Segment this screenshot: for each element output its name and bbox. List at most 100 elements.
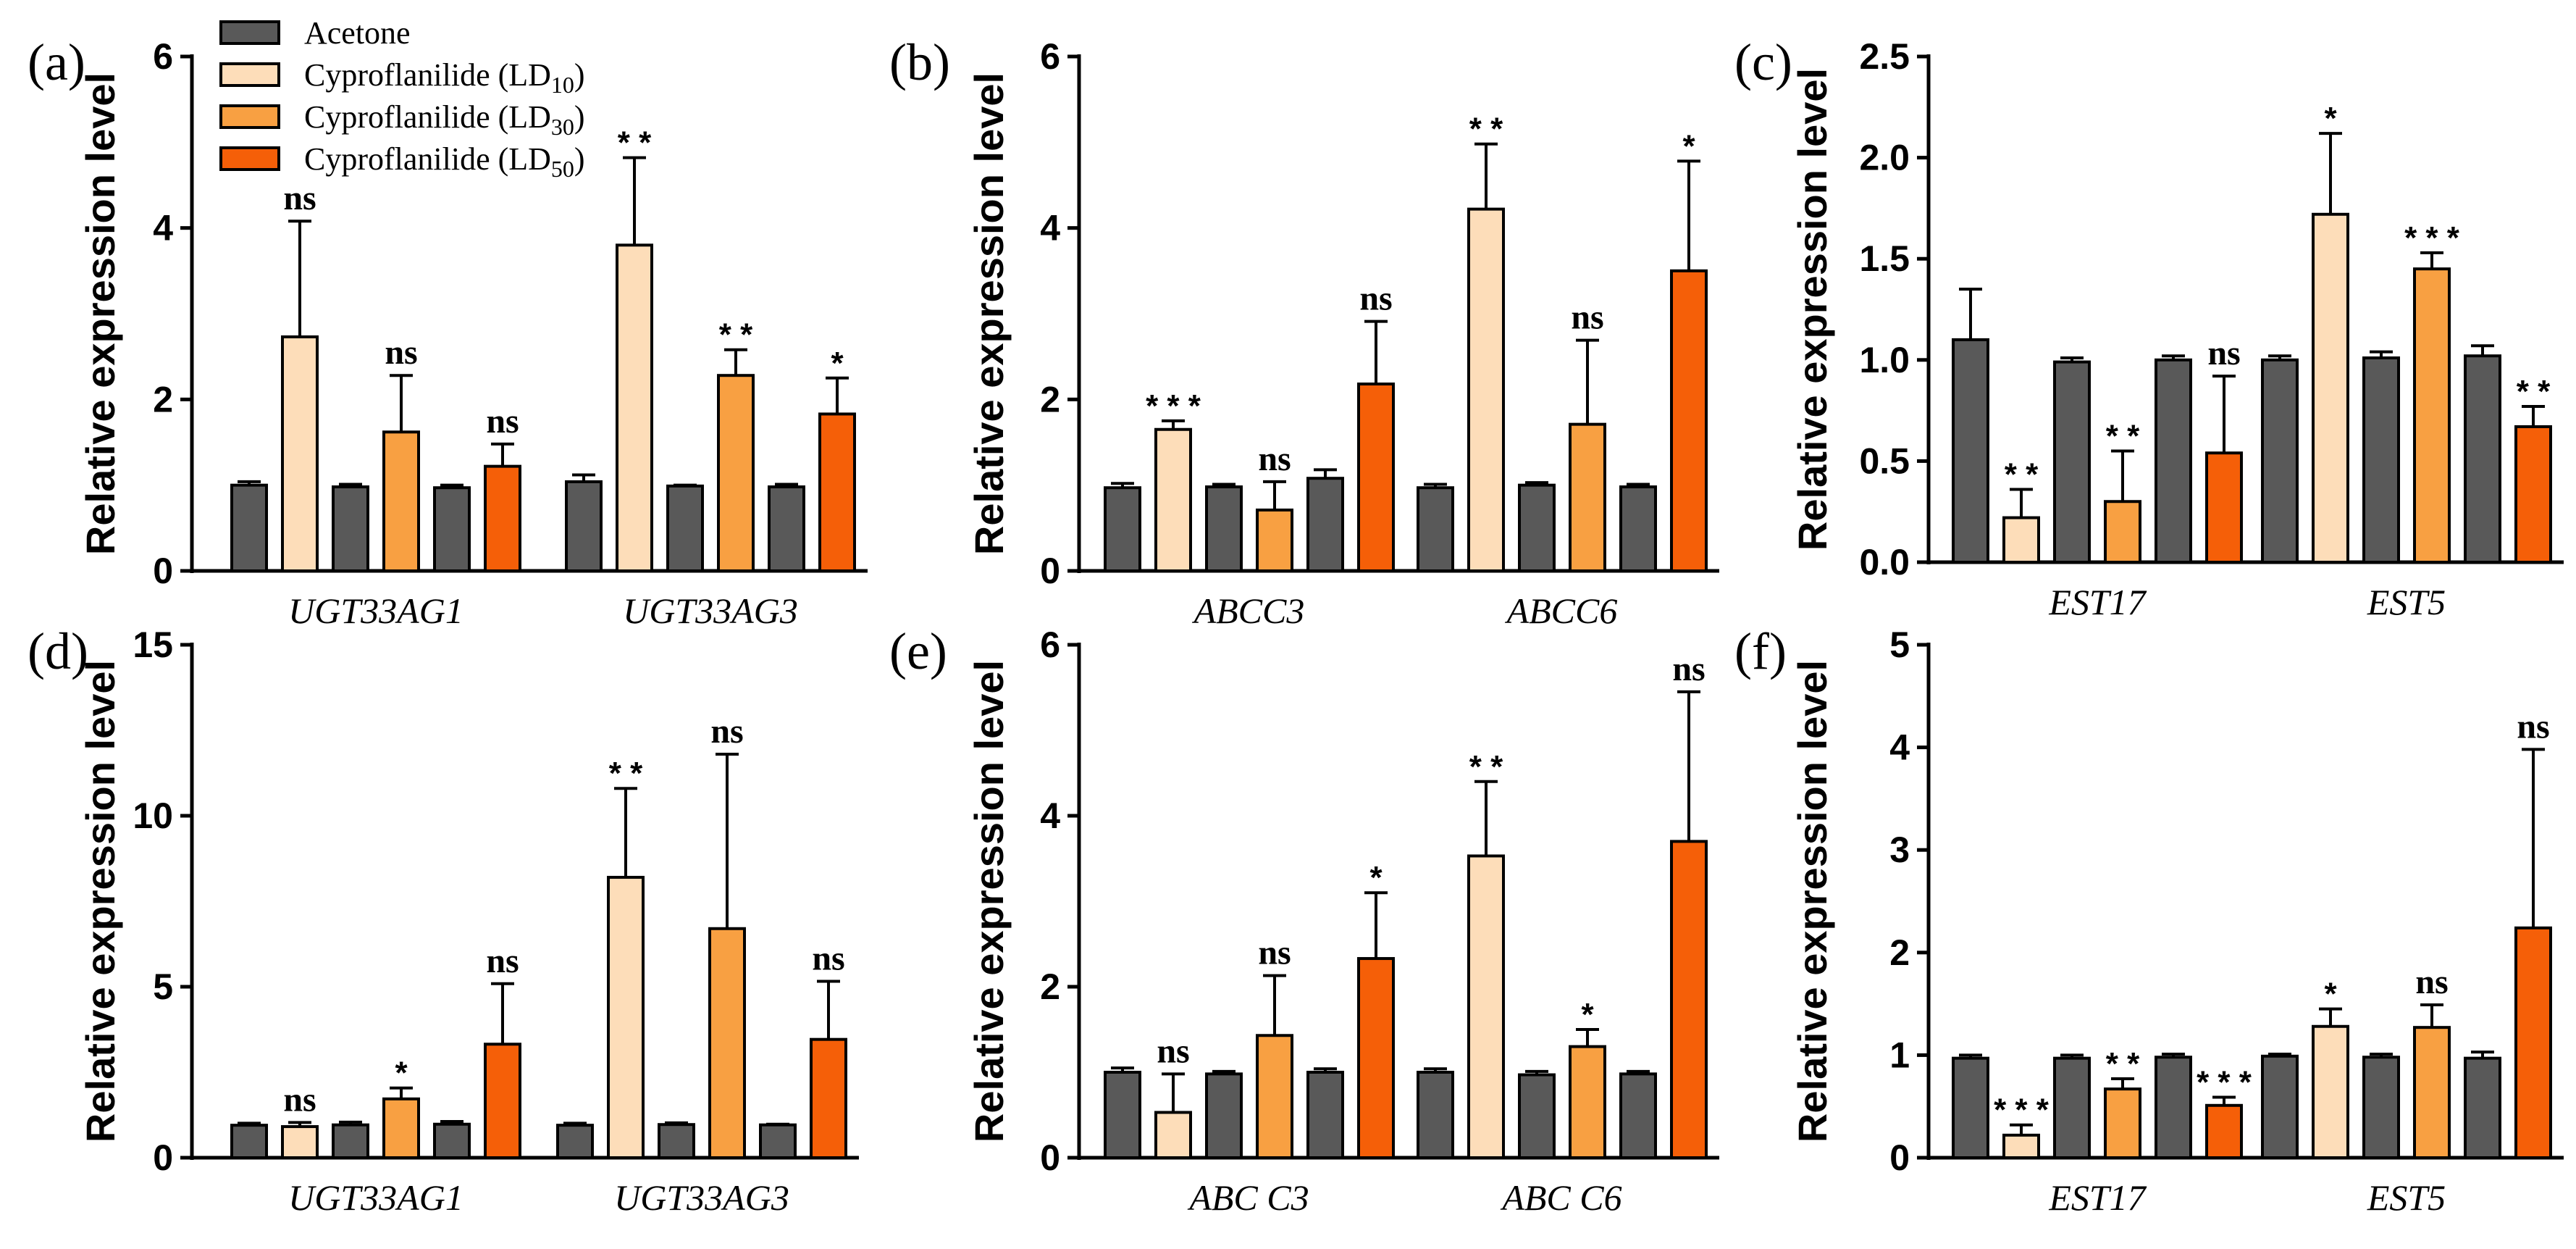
- panel-c-group-label: EST17: [2048, 582, 2147, 622]
- panel-e-y-tick-label: 6: [1040, 624, 1060, 665]
- legend: Acetone Cyproflanilide (LD10) Cyproflani…: [219, 15, 585, 182]
- legend-label-ld10-main: Cyproflanilide (LD: [304, 57, 551, 93]
- panel-f-group-label: EST5: [2367, 1177, 2446, 1218]
- panel-d-bar: [556, 1124, 594, 1160]
- panel-d-y-tick-label: 0: [153, 1137, 173, 1178]
- panel-d-bar: [810, 1037, 847, 1159]
- legend-label-ld30-close: ): [574, 99, 585, 135]
- panel-b-bar: [1569, 422, 1606, 573]
- panel-e-bar: [1670, 840, 1708, 1160]
- panel-a-bar: [717, 374, 755, 572]
- legend-label-ld50: Cyproflanilide (LD50): [304, 141, 585, 182]
- panel-d-y-axis-label: Relative expression level: [77, 660, 123, 1143]
- legend-label-ld50-close: ): [574, 141, 585, 177]
- panel-e-significance-label: *: [1369, 860, 1383, 895]
- panel-f-bar: [2464, 1056, 2501, 1159]
- panel-d-bar: [281, 1125, 319, 1159]
- panel-e-significance-label: ns: [1157, 1032, 1189, 1070]
- panel-d-significance-label: ns: [812, 939, 844, 977]
- panel-c-y-tick-label: 2.0: [1859, 138, 1910, 178]
- panel-a-bar: [332, 485, 369, 572]
- panel-f: (f)Relative expression level 0 1 2 3 4 5 * * * *…: [1734, 622, 2564, 1218]
- panel-d-significance-label: * *: [609, 756, 643, 791]
- panel-b-y-tick-label: 6: [1040, 36, 1060, 77]
- panel-c-bar: [2312, 212, 2349, 564]
- legend-label-ld10-close: ): [574, 57, 585, 93]
- panel-b-bar: [1467, 207, 1505, 572]
- panel-b-bar: [1670, 269, 1708, 572]
- panel-e-bar: [1518, 1073, 1556, 1160]
- panel-a-group-label: UGT33AG1: [288, 590, 463, 631]
- panel-a-bar: [565, 480, 603, 573]
- panel-d-significance-label: ns: [283, 1080, 316, 1119]
- panel-f-y-tick-label: 5: [1889, 624, 1910, 665]
- panel-a-bar: [768, 485, 805, 572]
- panel-d-bar: [658, 1123, 695, 1159]
- panel-b-y-tick-label: 4: [1040, 208, 1060, 248]
- panel-a-bar: [382, 430, 420, 572]
- panel-f-y-tick-label: 2: [1889, 932, 1910, 973]
- panel-b-significance-label: ns: [1258, 440, 1291, 478]
- panel-b-significance-label: * *: [1469, 112, 1503, 147]
- panel-d-significance-label: *: [395, 1056, 408, 1091]
- panel-f-bar: [2514, 926, 2552, 1160]
- panel-f-significance-label: *: [2324, 977, 2337, 1012]
- panel-d-bar: [484, 1043, 521, 1160]
- panel-a-bar: [281, 335, 319, 572]
- panel-c-bar: [2413, 267, 2451, 564]
- panel-c-bar: [2205, 451, 2243, 564]
- panel-b-bar: [1417, 486, 1454, 573]
- panel-b-bar: [1357, 383, 1395, 572]
- panel-c-group-label: EST5: [2367, 582, 2446, 622]
- panel-d-group-label: UGT33AG1: [288, 1177, 463, 1218]
- legend-label-ld30-sub: 30: [551, 114, 574, 140]
- panel-a-y-tick-label: 6: [153, 36, 173, 77]
- panel-a-y-tick-label: 0: [153, 551, 173, 591]
- panel-d-bar: [332, 1123, 369, 1159]
- panel-b-y-axis-label: Relative expression level: [966, 72, 1012, 555]
- panel-f-bar: [2312, 1024, 2349, 1159]
- panel-c: (c)Relative expression level 0.0 0.5 1.0 1.5…: [1734, 33, 2564, 622]
- legend-label-ld10: Cyproflanilide (LD10): [304, 57, 585, 98]
- panel-d-bar: [607, 875, 645, 1159]
- panel-d-bar: [433, 1122, 471, 1160]
- panel-e-bar: [1154, 1111, 1192, 1159]
- panel-e-bar: [1417, 1071, 1454, 1159]
- panel-b-bar: [1306, 477, 1344, 573]
- panel-c-bar: [2155, 358, 2192, 564]
- panel-d-bar: [708, 927, 746, 1159]
- legend-swatch-ld10: [219, 62, 280, 87]
- panel-b-bar: [1154, 427, 1192, 572]
- panel-e-bar: [1104, 1071, 1141, 1159]
- panel-f-significance-label: * *: [2106, 1046, 2140, 1082]
- panel-c-significance-label: * * *: [2404, 220, 2460, 256]
- panel-c-significance-label: * *: [2517, 374, 2551, 409]
- legend-label-ld30-main: Cyproflanilide (LD: [304, 99, 551, 135]
- panel-a-letter: (a): [28, 33, 85, 91]
- panel-e-significance-label: * *: [1469, 749, 1503, 785]
- panel-d-letter: (d): [28, 622, 88, 680]
- panel-f-y-tick-label: 1: [1889, 1035, 1910, 1075]
- panel-f-bar: [2053, 1056, 2091, 1159]
- panel-c-significance-label: * *: [2005, 456, 2039, 492]
- panel-a-significance-label: ns: [385, 333, 417, 372]
- panel-f-bar: [2155, 1056, 2192, 1160]
- panel-a-bar: [433, 486, 471, 573]
- panel-d-group-label: UGT33AG3: [614, 1177, 789, 1218]
- panel-c-bar: [1952, 338, 1989, 564]
- panel-b-group-label: ABCC3: [1192, 590, 1305, 631]
- panel-a-significance-label: ns: [486, 402, 519, 440]
- panel-d-bar: [230, 1124, 268, 1160]
- legend-label-ld30: Cyproflanilide (LD30): [304, 99, 585, 140]
- panel-f-y-tick-label: 3: [1889, 830, 1910, 870]
- panel-b-bar: [1104, 486, 1141, 573]
- panel-f-bar: [2362, 1056, 2400, 1160]
- panel-f-bar: [2205, 1103, 2243, 1160]
- panel-e: (e) Relative expression level 0 2 4 6 ns ns * ABC…: [889, 622, 1719, 1218]
- panel-d-y-tick-label: 10: [133, 795, 173, 836]
- panel-d-bar: [382, 1097, 420, 1160]
- panel-f-y-axis-label: Relative expression level: [1790, 660, 1835, 1143]
- panel-f-letter: (f): [1734, 622, 1787, 680]
- panel-a-significance-label: * *: [618, 125, 652, 161]
- panel-f-bar: [1952, 1056, 1989, 1159]
